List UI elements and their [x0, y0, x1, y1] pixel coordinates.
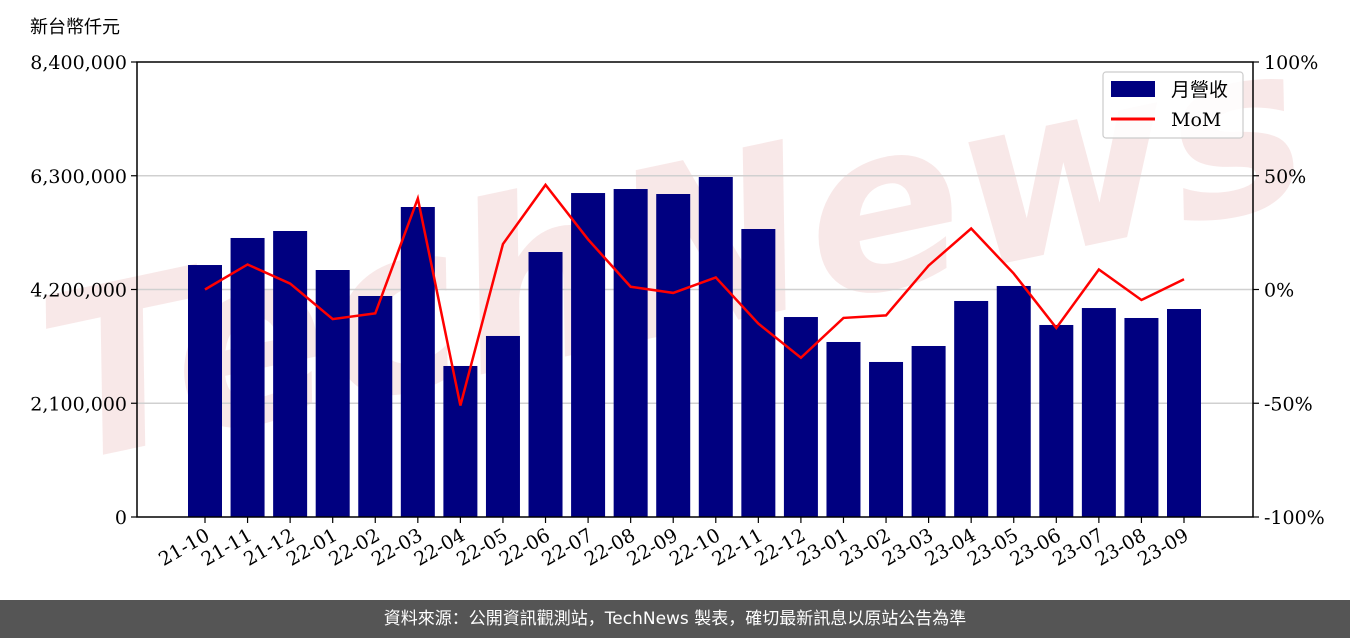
y-left-tick-label: 2,100,000: [30, 393, 127, 415]
bar-23-08: [1124, 317, 1159, 517]
bar-23-09: [1167, 309, 1201, 517]
y-left-tick-label: 6,300,000: [30, 166, 127, 188]
bar-22-01: [315, 270, 350, 517]
bar-23-07: [1081, 308, 1116, 517]
bar-23-05: [996, 285, 1031, 517]
bar-22-06: [528, 252, 563, 517]
bar-22-11: [741, 228, 776, 517]
y-left-tick-label: 0: [115, 507, 127, 529]
bar-22-04: [443, 365, 478, 517]
bar-23-04: [954, 300, 989, 517]
bar-21-11: [230, 237, 265, 518]
mom-line: [204, 182, 1185, 406]
bar-23-01: [826, 341, 861, 517]
y-axis-label: 新台幣仟元: [30, 17, 120, 38]
bar-21-12: [273, 231, 308, 517]
y-right-tick-label: -50%: [1264, 393, 1313, 415]
chart: TechNews02,100,0004,200,0006,300,0008,40…: [19, 0, 1328, 571]
y-left-tick-label: 8,400,000: [30, 52, 127, 74]
bar-22-09: [656, 194, 691, 518]
bar-22-10: [698, 176, 733, 517]
legend-label-revenue: 月營收: [1171, 79, 1228, 101]
bar-22-08: [613, 189, 648, 518]
y-right-tick-label: 50%: [1264, 166, 1306, 188]
legend-swatch-bar: [1111, 81, 1155, 97]
bar-22-02: [358, 296, 393, 517]
bar-23-06: [1039, 324, 1074, 517]
y-left-tick-label: 4,200,000: [30, 280, 127, 302]
legend-label-mom: MoM: [1171, 109, 1221, 131]
y-right-tick-label: 100%: [1264, 52, 1318, 74]
y-right-tick-label: 0%: [1264, 280, 1294, 302]
bar-22-05: [485, 335, 520, 517]
y-right-tick-label: -100%: [1264, 507, 1325, 529]
bar-22-12: [783, 317, 818, 517]
legend: 月營收 MoM: [1102, 71, 1244, 139]
source-footer: 資料來源：公開資訊觀測站，TechNews 製表，確切最新訊息以原站公告為準: [0, 600, 1350, 638]
bar-21-10: [188, 265, 222, 517]
bar-23-03: [911, 345, 946, 517]
bar-23-02: [869, 361, 904, 517]
bar-22-07: [571, 193, 606, 517]
